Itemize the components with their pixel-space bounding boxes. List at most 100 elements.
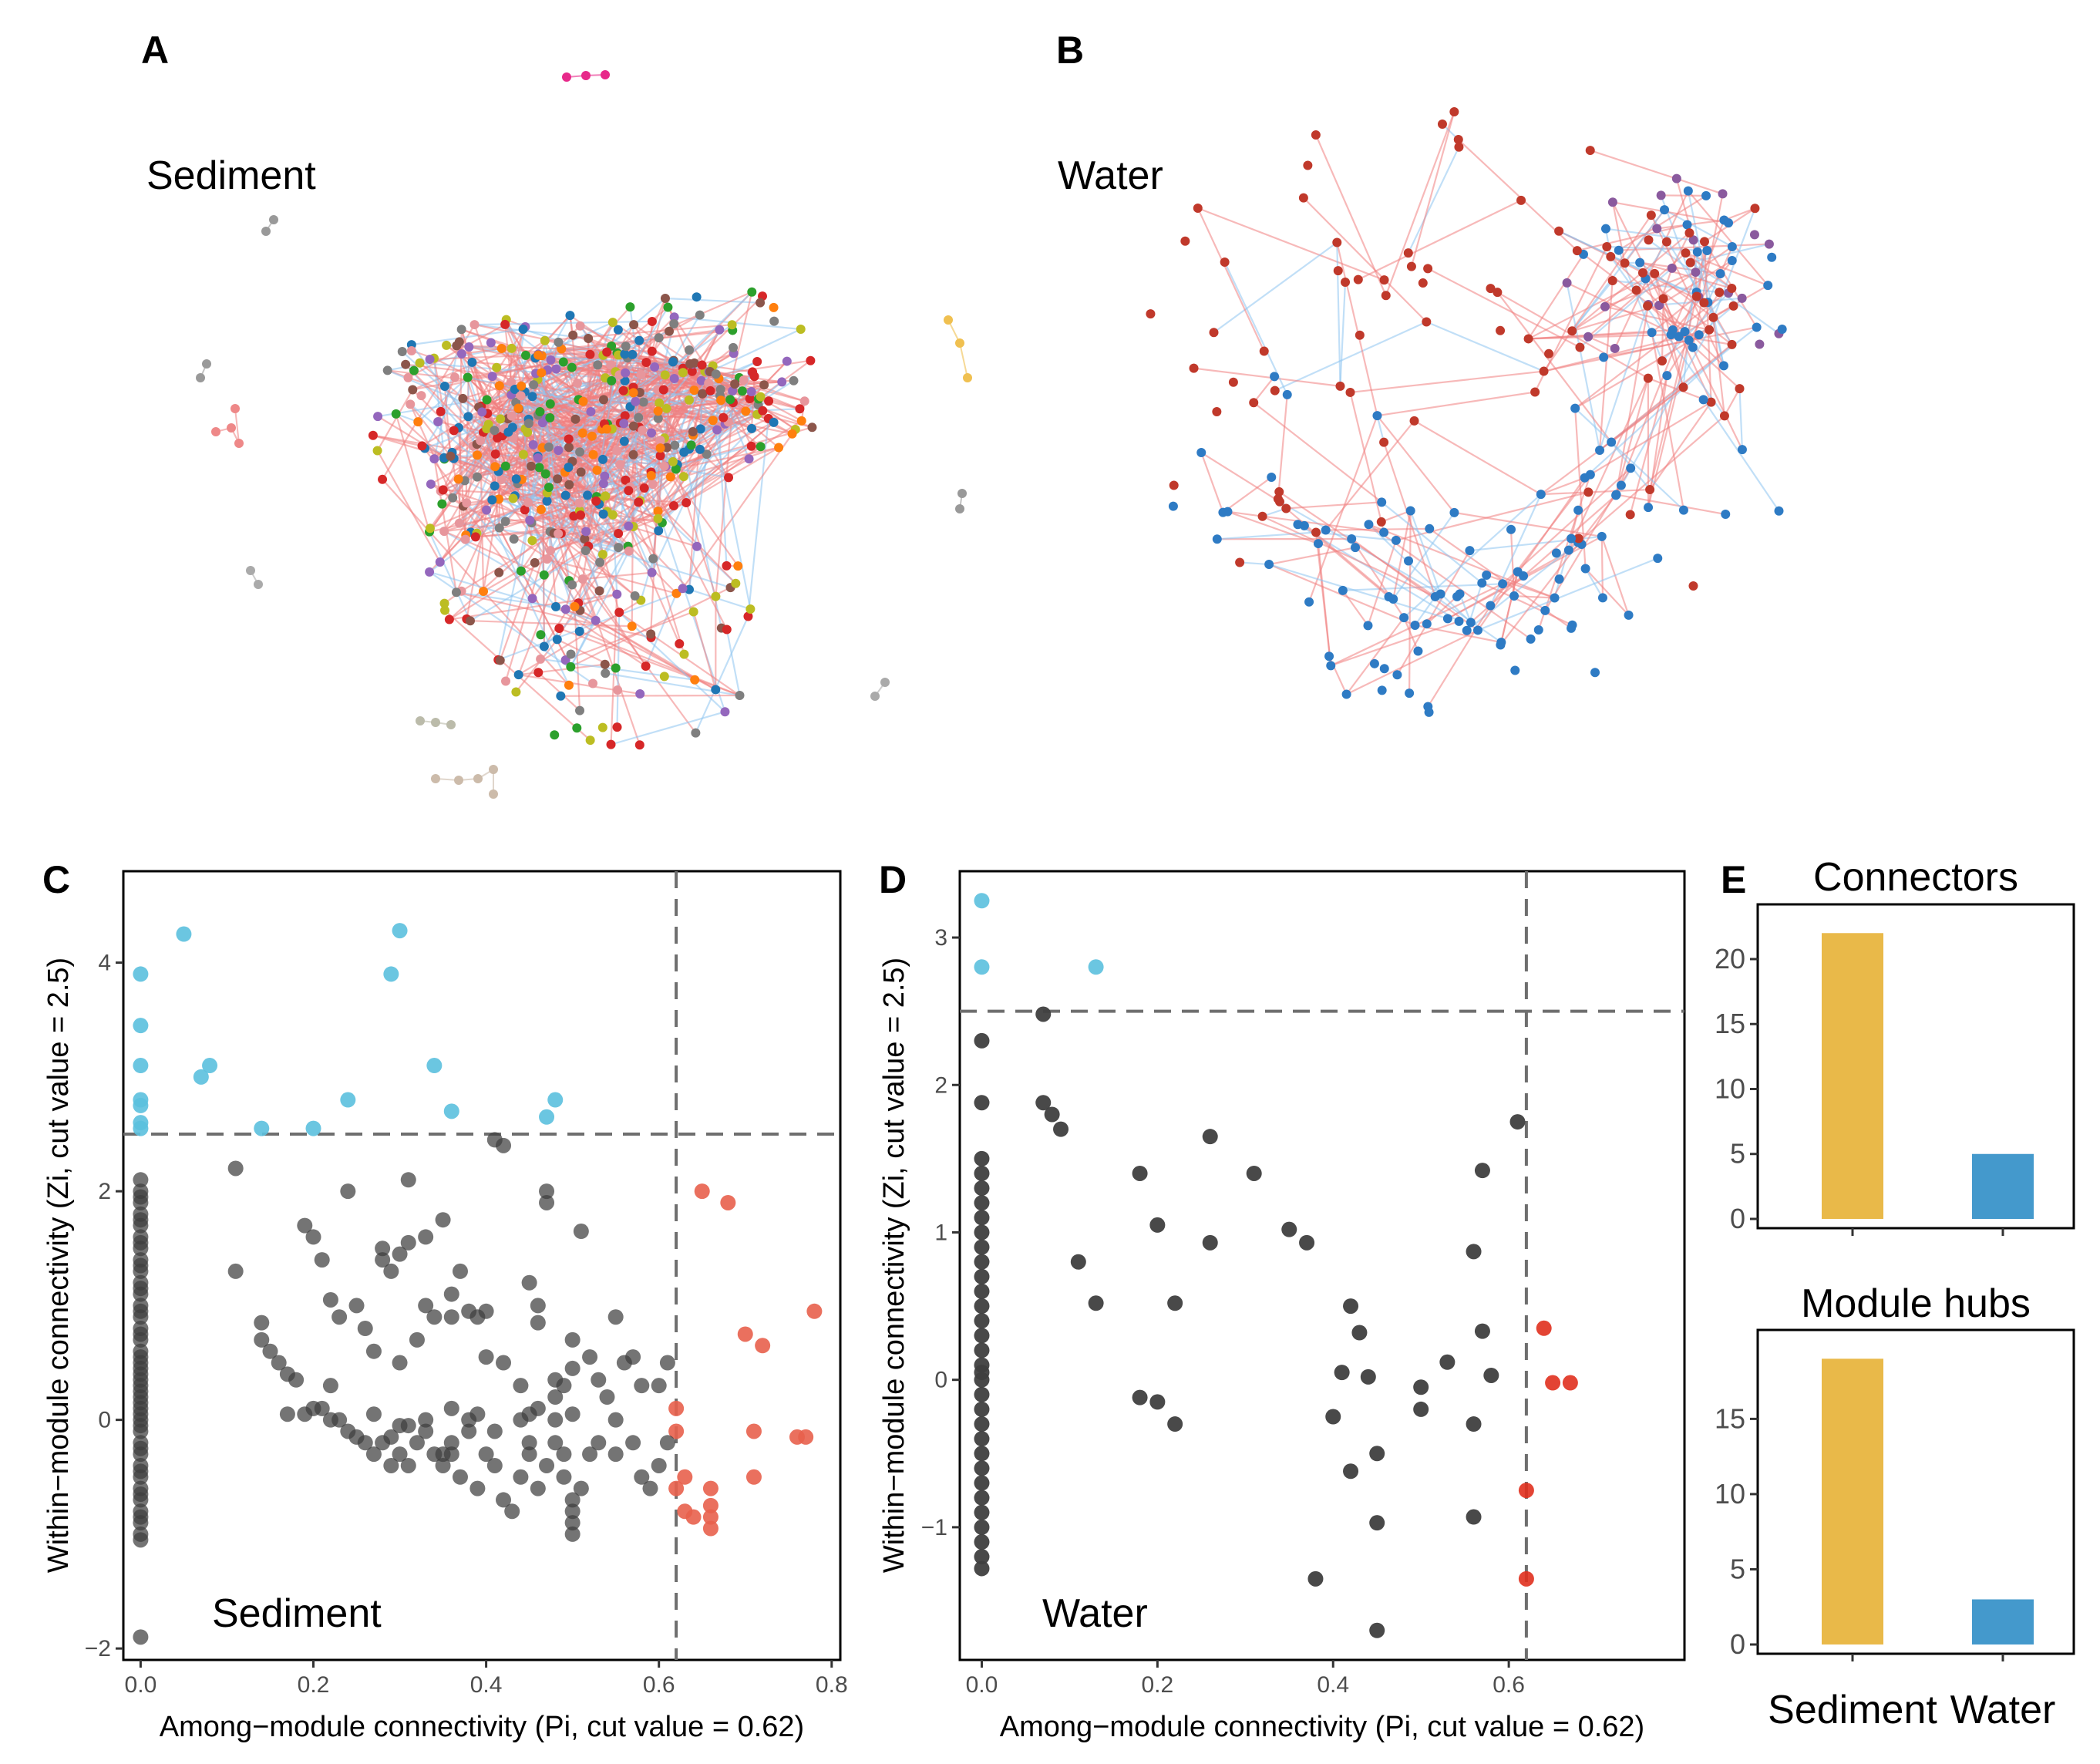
network-edge: [1193, 367, 1341, 387]
network-node: [1668, 325, 1678, 335]
network-node: [671, 588, 681, 598]
network-node: [1611, 490, 1621, 500]
network-node: [769, 316, 779, 326]
network-node: [695, 310, 705, 320]
network-node: [630, 591, 640, 601]
network-edge: [372, 434, 422, 447]
network-node: [516, 391, 526, 401]
bar-top-bar-sediment: [1822, 933, 1883, 1219]
plot-c-point-peripherals: [133, 1629, 149, 1645]
plot-d-point-peripherals: [1466, 1416, 1482, 1432]
network-node: [533, 668, 544, 678]
network-node: [1678, 382, 1688, 392]
network-node: [719, 412, 729, 422]
network-node: [1377, 685, 1387, 695]
network-node: [782, 356, 792, 366]
network-node: [1298, 193, 1308, 203]
plot-c-point-connectors: [798, 1429, 814, 1445]
network-node: [1530, 387, 1540, 397]
network-node: [533, 350, 544, 360]
network-node: [1606, 251, 1616, 261]
network-node: [1506, 524, 1516, 534]
plot-d-point-peripherals: [974, 1268, 990, 1284]
network-node: [704, 379, 714, 389]
plot-c-point-peripherals: [133, 1326, 149, 1342]
plot-c-point-module-hubs: [254, 1120, 270, 1136]
plot-d-point-peripherals: [1307, 1570, 1324, 1587]
network-node: [725, 395, 735, 405]
plot-c-point-peripherals: [607, 1309, 624, 1325]
plot-c-point-peripherals: [133, 1303, 149, 1319]
network-edge: [1415, 624, 1502, 644]
network-node: [796, 324, 806, 334]
network-node: [668, 357, 678, 367]
network-node: [554, 446, 564, 456]
plot-c-point-peripherals: [314, 1252, 330, 1268]
network-node: [1209, 328, 1219, 338]
network-node: [646, 629, 656, 639]
network-edge: [1584, 567, 1630, 616]
network-edge: [1346, 629, 1479, 695]
network-edge: [570, 587, 732, 668]
network-node: [1550, 593, 1560, 603]
plot-c-point-peripherals: [521, 1435, 537, 1451]
network-node: [595, 557, 605, 567]
network-node: [1699, 237, 1709, 247]
network-node: [660, 293, 670, 303]
network-node: [1656, 190, 1666, 200]
network-edge: [712, 420, 752, 610]
network-edge: [1403, 493, 1542, 618]
network-node: [743, 611, 753, 621]
network-edge: [1470, 494, 1617, 624]
plot-c-point-peripherals: [133, 1257, 149, 1274]
network-node: [600, 471, 610, 481]
plot-d-point-peripherals: [1088, 1295, 1104, 1311]
network-node: [787, 429, 797, 439]
network-node: [1212, 534, 1222, 544]
network-edge: [581, 578, 641, 746]
plot-c-point-peripherals: [365, 1406, 382, 1422]
network-edge: [695, 616, 749, 734]
network-node: [1403, 248, 1413, 258]
network-node: [727, 320, 737, 330]
plot-c-xtick-label: 0.6: [643, 1672, 675, 1698]
network-node: [774, 443, 784, 453]
plot-c-point-peripherals: [547, 1435, 564, 1451]
network-node: [1363, 621, 1373, 631]
network-edge: [1466, 541, 1579, 631]
network-node: [744, 454, 754, 464]
network-node: [722, 624, 732, 635]
plot-c-point-peripherals: [607, 1412, 624, 1428]
network-node: [1391, 535, 1401, 545]
network-node: [1660, 205, 1670, 215]
plot-c-point-peripherals: [435, 1446, 451, 1463]
plot-c-point-peripherals: [443, 1435, 459, 1451]
network-node: [1379, 664, 1389, 674]
network-node: [1351, 543, 1361, 553]
network-node: [1653, 554, 1663, 564]
network-edge: [1513, 594, 1555, 599]
network-node: [1282, 389, 1292, 399]
network-node: [576, 510, 586, 520]
plot-c-point-peripherals: [539, 1457, 555, 1473]
network-edge: [1425, 321, 1544, 372]
network-node: [635, 688, 645, 699]
network-node: [628, 421, 638, 431]
plot-c-point-connectors: [668, 1400, 685, 1416]
plot-c-point-peripherals: [530, 1298, 546, 1314]
network-edge: [1540, 488, 1651, 496]
plot-c-point-peripherals: [435, 1212, 451, 1228]
plot-c-point-module-hubs: [547, 1092, 564, 1108]
network-node: [506, 343, 517, 353]
network-node: [534, 463, 544, 473]
network-node: [1702, 245, 1712, 255]
network-node: [1554, 226, 1564, 236]
plot-c-point-peripherals: [383, 1429, 399, 1445]
network-edge: [582, 571, 652, 581]
plot-c-point-peripherals: [530, 1400, 546, 1416]
network-edge: [1409, 510, 1442, 594]
network-node: [1607, 197, 1617, 207]
network-node: [730, 379, 740, 389]
network-b-label: Water: [1058, 153, 1163, 198]
network-node: [697, 389, 707, 399]
